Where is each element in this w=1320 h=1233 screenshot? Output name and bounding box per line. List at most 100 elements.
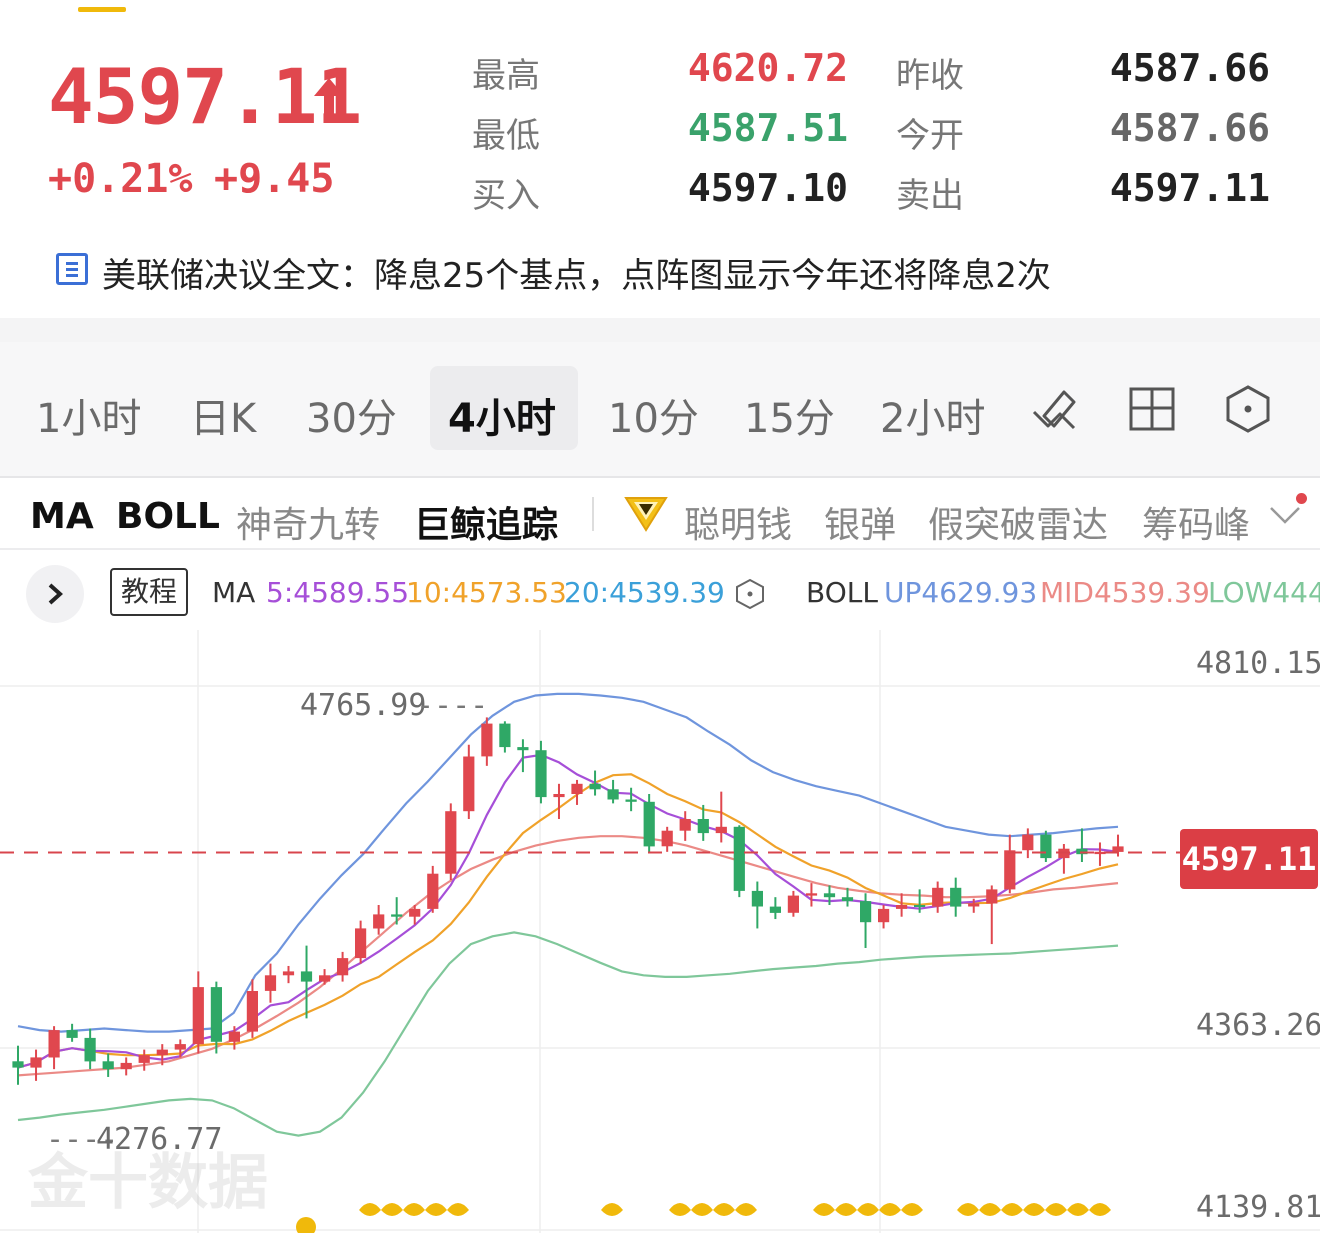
indicator-divider: [592, 497, 594, 531]
notification-dot: [1296, 493, 1307, 504]
candle-body: [138, 1055, 150, 1063]
tab-period[interactable]: 15分: [744, 396, 835, 442]
quote-value: 4620.72: [687, 46, 848, 90]
candle-body: [499, 723, 511, 748]
candle-body: [228, 1031, 240, 1042]
boll-label: BOLL: [806, 576, 878, 609]
candle-body: [463, 756, 475, 812]
whale-marker-icon: [901, 1203, 923, 1216]
indicator-tab[interactable]: 银弹: [824, 505, 897, 546]
candle-body: [751, 890, 763, 907]
candle-body: [337, 958, 349, 976]
high-annotation: 4765.99: [300, 688, 427, 723]
settings-hexagon-icon[interactable]: [1224, 384, 1272, 434]
selected-period-highlight: [430, 366, 578, 450]
candle-body: [1076, 848, 1088, 855]
candle-body: [1040, 834, 1052, 859]
candle-body: [571, 783, 583, 794]
signal-dot: [296, 1217, 316, 1233]
indicator-tab[interactable]: 聪明钱: [684, 505, 793, 546]
candle-body: [282, 971, 295, 976]
ma20-value: 20:4539.39: [564, 576, 725, 609]
indicator-tab[interactable]: 神奇九转: [236, 505, 381, 546]
draw-tool-icon[interactable]: [1030, 382, 1084, 436]
whale-marker-icon: [381, 1203, 403, 1216]
candlestick-chart[interactable]: [0, 630, 1320, 1233]
up-arrow-icon: [314, 78, 344, 120]
candle-body: [968, 903, 980, 907]
expand-button[interactable]: [26, 565, 84, 623]
tutorial-button[interactable]: 教程: [110, 568, 188, 616]
whale-marker-icon: [669, 1203, 691, 1216]
change-percent: +0.21%: [48, 156, 193, 202]
boll-low-value: LOW444: [1208, 576, 1320, 609]
period-tab-bar: [0, 342, 1320, 478]
indicator-tab[interactable]: MA: [30, 496, 94, 537]
candle-body: [481, 723, 493, 757]
candle-body: [1112, 846, 1124, 852]
whale-marker-icon: [601, 1203, 623, 1216]
boll-up-value: UP4629.93: [884, 576, 1038, 609]
news-headline[interactable]: 美联储决议全文：降息25个基点，点阵图显示今年还将降息2次: [102, 256, 1051, 296]
candle-body: [391, 914, 403, 917]
candle-body: [860, 901, 872, 923]
candle-body: [607, 789, 619, 800]
ma5-value: 5:4589.55: [266, 576, 410, 609]
ma-label: MA: [212, 576, 256, 609]
whale-marker-icon: [879, 1203, 901, 1216]
high-annotation-dash: ----: [416, 688, 489, 723]
chevron-down-icon[interactable]: [1268, 504, 1302, 526]
whale-marker-icon: [447, 1203, 469, 1216]
candle-body: [427, 873, 439, 909]
tab-period[interactable]: 日K: [190, 396, 257, 442]
whale-marker-icon: [713, 1203, 735, 1216]
quote-label: 最低: [472, 116, 540, 156]
candle-body: [1004, 850, 1016, 890]
indicator-tab[interactable]: BOLL: [116, 496, 220, 537]
candle-body: [733, 826, 745, 891]
candle-body: [841, 897, 854, 902]
candle-body: [355, 928, 367, 959]
boll-mid-value: MID4539.39: [1040, 576, 1210, 609]
candle-body: [896, 905, 908, 909]
candle-body: [373, 914, 385, 929]
candle-body: [823, 893, 836, 898]
candle-body: [643, 801, 655, 847]
whale-marker-icon: [979, 1203, 1001, 1216]
current-price: 4597.11: [48, 52, 362, 141]
candle-body: [445, 811, 457, 874]
quote-label: 最高: [472, 56, 540, 96]
whale-marker-icon: [691, 1203, 713, 1216]
indicator-tab[interactable]: 假突破雷达: [928, 505, 1109, 546]
tab-period[interactable]: 4小时: [448, 396, 556, 442]
y-axis-label-top: 4810.15: [1196, 646, 1320, 681]
y-axis-label-mid: 4363.26: [1196, 1008, 1320, 1043]
whale-marker-icon: [1045, 1203, 1067, 1216]
candle-body: [264, 975, 277, 991]
candle-body: [589, 783, 601, 790]
candle-body: [48, 1030, 60, 1058]
diamond-vip-icon: [624, 497, 668, 532]
quote-label: 买入: [472, 176, 540, 216]
candle-body: [517, 747, 529, 751]
candle-body: [878, 908, 890, 923]
indicator-tab[interactable]: 巨鲸追踪: [414, 505, 559, 546]
tab-period[interactable]: 30分: [306, 396, 397, 442]
candle-body: [300, 971, 313, 982]
quote-value: 4597.10: [687, 166, 848, 210]
candle-body: [661, 830, 673, 847]
candle-body: [246, 991, 258, 1032]
layout-grid-icon[interactable]: [1128, 386, 1176, 432]
quote-value: 4587.51: [687, 106, 848, 150]
tab-period[interactable]: 1小时: [36, 396, 142, 442]
indicator-tab[interactable]: 筹码峰: [1142, 505, 1251, 546]
indicator-settings-icon[interactable]: [734, 578, 766, 610]
candle-body: [12, 1061, 24, 1068]
tab-period[interactable]: 2小时: [880, 396, 986, 442]
boll-upper-line: [17, 692, 1119, 1033]
whale-marker-icon: [735, 1203, 757, 1216]
candle-body: [30, 1057, 42, 1068]
last-price-tag: 4597.11: [1180, 829, 1318, 889]
tab-period[interactable]: 10分: [608, 396, 699, 442]
candle-body: [805, 893, 818, 896]
